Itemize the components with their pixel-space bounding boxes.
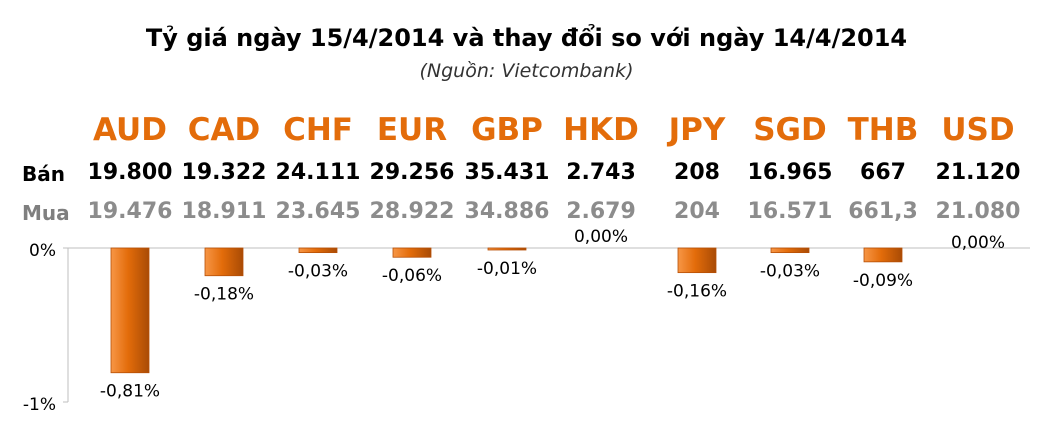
chart-subtitle: (Nguồn: Vietcombank) [419,60,634,82]
data-label: -0,16% [667,282,727,302]
buy-rate: 661,3 [848,199,918,224]
currency-code: CHF [283,112,353,148]
buy-rate: 16.571 [747,199,833,224]
sell-rate: 21.120 [935,160,1021,185]
data-label: -0,06% [382,266,442,286]
currency-code: JPY [668,112,726,148]
bar [770,247,810,254]
row-label-buy: Mua [22,201,70,225]
data-label: -0,01% [477,259,537,279]
sell-rate: 19.800 [87,160,173,185]
bar [863,247,903,263]
sell-rate: 29.256 [369,160,455,185]
buy-rate: 19.476 [87,199,173,224]
bar [487,247,527,251]
currency-code: THB [847,112,919,148]
buy-rate: 23.645 [275,199,361,224]
currency-code: EUR [376,112,448,148]
currency-code: USD [941,112,1015,148]
currency-code: AUD [93,112,167,148]
data-label: -0,81% [100,382,160,402]
buy-rate: 21.080 [935,199,1021,224]
currency-code: SGD [753,112,827,148]
buy-rate: 2.679 [566,199,636,224]
sell-rate: 24.111 [275,160,361,185]
y-tick-label: 0% [29,241,56,261]
buy-rate: 28.922 [369,199,455,224]
bar [204,247,244,277]
data-label: 0,00% [574,227,628,247]
sell-rate: 19.322 [181,160,267,185]
y-tick-label: -1% [23,395,56,415]
bar [298,247,338,254]
data-label: -0,03% [760,262,820,282]
bar [110,247,150,374]
buy-rate: 18.911 [181,199,267,224]
sell-rate: 16.965 [747,160,833,185]
data-label: -0,18% [194,285,254,305]
data-label: 0,00% [951,233,1005,253]
bar [677,247,717,274]
currency-code: HKD [563,112,639,148]
data-label: -0,09% [853,271,913,291]
sell-rate: 2.743 [566,160,636,185]
chart-title: Tỷ giá ngày 15/4/2014 và thay đổi so với… [145,24,908,52]
sell-rate: 667 [860,160,906,185]
buy-rate: 204 [674,199,720,224]
bar [392,247,432,258]
currency-code: CAD [187,112,261,148]
sell-rate: 208 [674,160,720,185]
buy-rate: 34.886 [464,199,550,224]
data-label: -0,03% [288,262,348,282]
sell-rate: 35.431 [464,160,550,185]
currency-code: GBP [471,112,543,148]
row-label-sell: Bán [22,162,65,186]
